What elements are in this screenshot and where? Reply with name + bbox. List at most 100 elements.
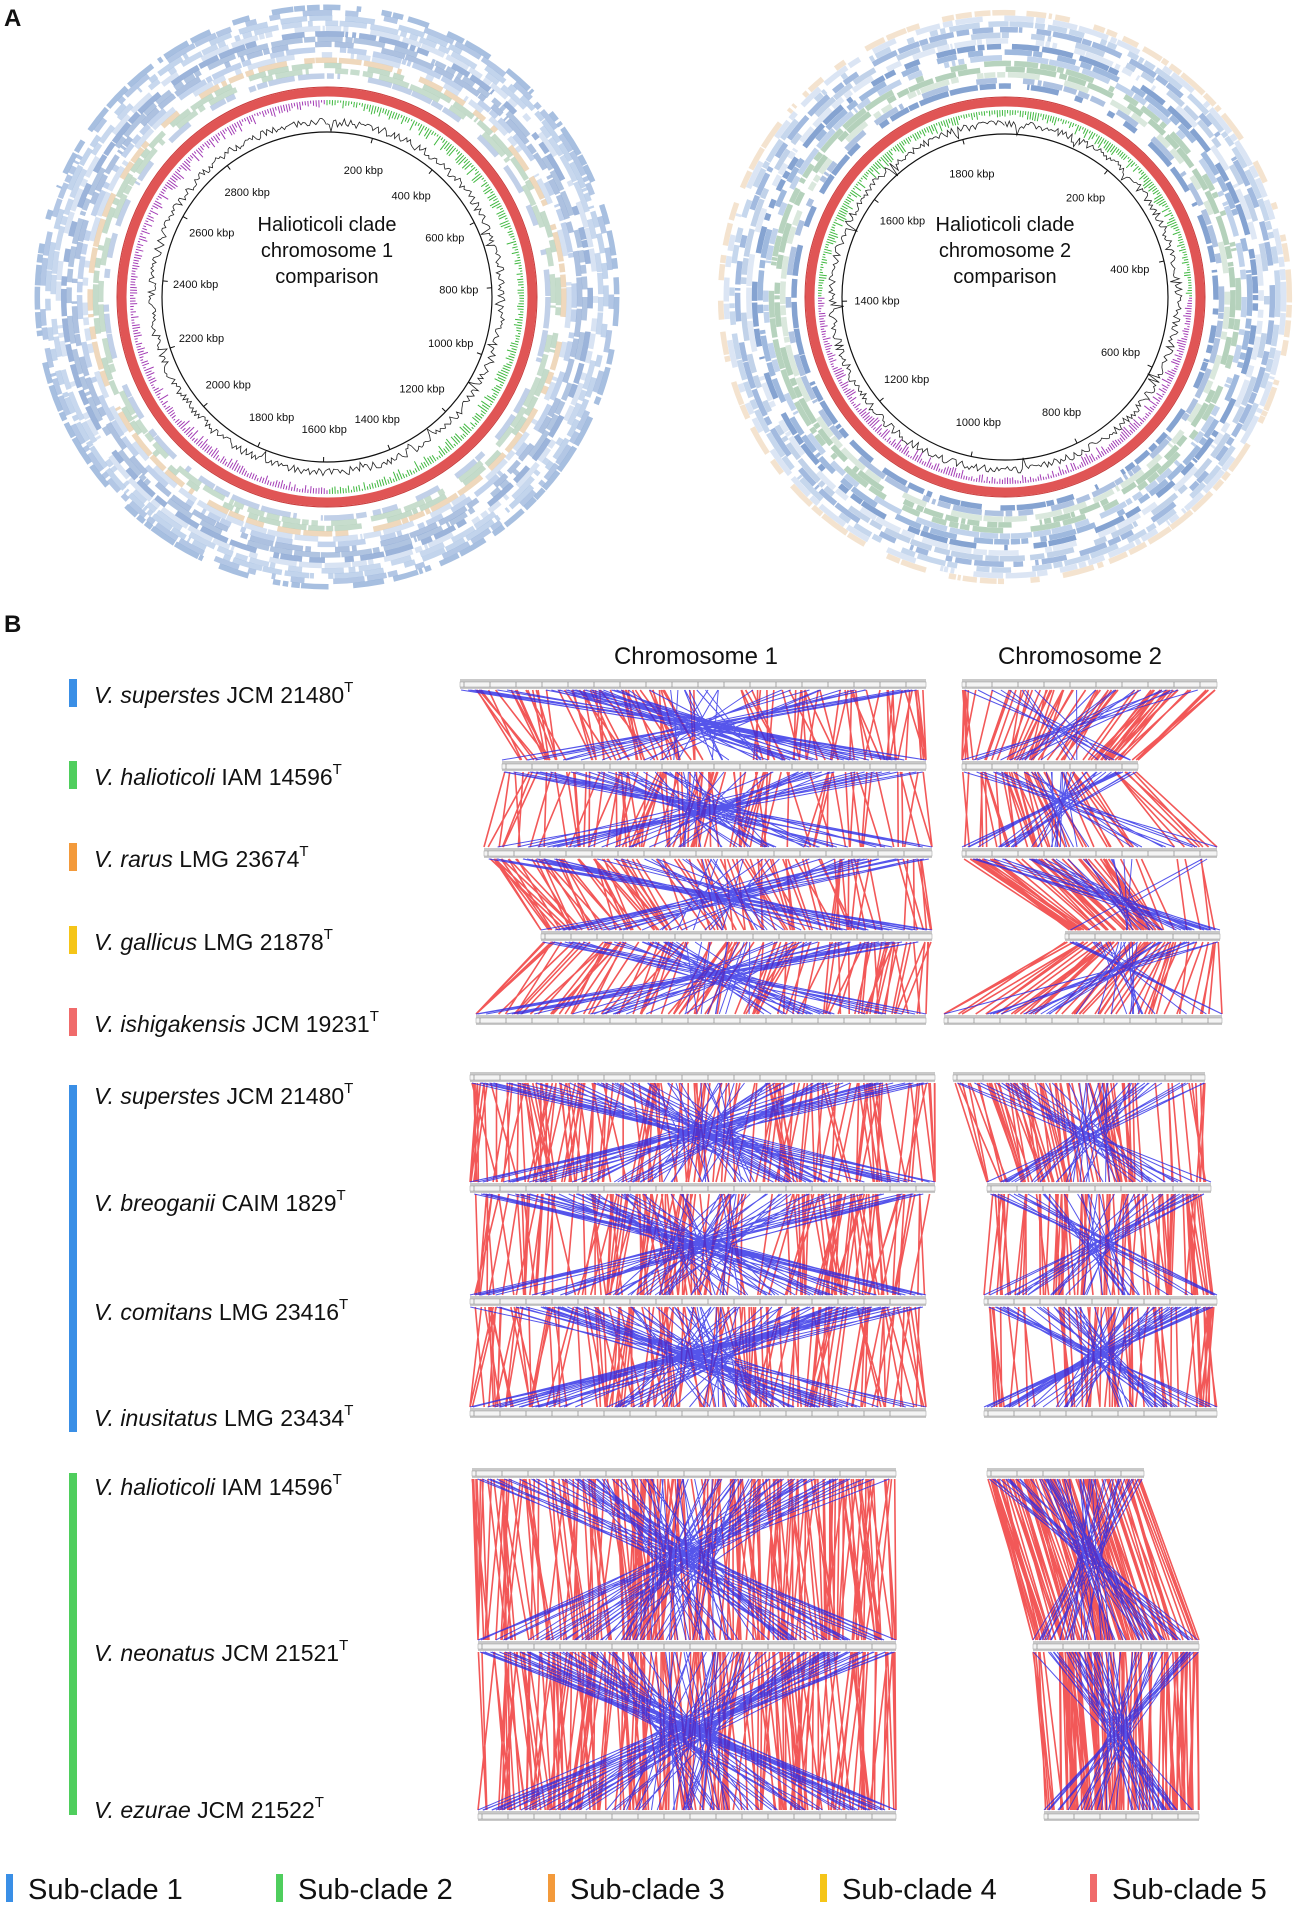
- tick-mark: [879, 397, 884, 402]
- kbp-label: 1400 kbp: [355, 414, 400, 426]
- type-strain-mark: T: [344, 1080, 353, 1097]
- ring-track: [45, 15, 609, 579]
- ring-track: [66, 36, 588, 558]
- kbp-label: 1000 kbp: [956, 417, 1001, 429]
- inverted-links: [957, 1082, 1212, 1183]
- kbp-label: 200 kbp: [1066, 193, 1105, 205]
- kbp-label: 2400 kbp: [173, 279, 218, 291]
- synteny-plot: [986, 1468, 1200, 1821]
- backbone-ring-edge: [804, 96, 1206, 498]
- inverted-links: [475, 941, 927, 1015]
- ring-track: [791, 83, 1219, 511]
- tick-mark: [257, 442, 261, 447]
- kbp-label: 200 kbp: [344, 165, 383, 177]
- genome-ruler: [1064, 933, 1221, 940]
- legend-label: Sub-clade 1: [28, 1874, 183, 1905]
- backbone-ring-edge: [116, 86, 538, 508]
- genome-ruler: [961, 681, 1218, 688]
- species-label: V. ezurae JCM 21522T: [94, 1794, 324, 1823]
- species-name: V. breoganii: [94, 1190, 216, 1216]
- species-label: V. halioticoli IAM 14596T: [94, 1471, 342, 1500]
- genome-ruler: [475, 1017, 927, 1024]
- strain-name: JCM 21480: [227, 682, 345, 708]
- ring-track: [768, 60, 1242, 534]
- inverted-links: [469, 1306, 927, 1408]
- ring-track: [746, 38, 1264, 556]
- inverted-links: [972, 858, 1221, 931]
- inverted-links: [983, 1193, 1218, 1296]
- synteny-plot: [952, 1072, 1218, 1418]
- kbp-label: 1200 kbp: [884, 374, 929, 386]
- type-strain-mark: T: [333, 1471, 342, 1488]
- kbp-label: 1600 kbp: [302, 424, 347, 436]
- genome-ruler: [983, 1410, 1218, 1417]
- kbp-label: 1800 kbp: [249, 412, 294, 424]
- inverted-links: [961, 689, 1198, 761]
- group-bar: [69, 1085, 77, 1432]
- tick-mark: [370, 138, 373, 144]
- tick-mark: [387, 444, 391, 450]
- kbp-label: 800 kbp: [439, 285, 478, 297]
- genome-ruler: [469, 1410, 927, 1417]
- ring-track: [76, 46, 578, 548]
- tick-mark: [970, 451, 973, 457]
- ring-track: [751, 43, 1259, 551]
- species-name: V. comitans: [94, 1299, 213, 1325]
- tick-mark: [182, 216, 188, 220]
- circular-map: 200 kbp 400 kbp 600 kbp 800 kbp 1000 kbp 1200…: [717, 9, 1293, 585]
- tick-mark: [874, 199, 879, 203]
- genome-ruler: [943, 1017, 1223, 1024]
- inverted-links: [1033, 1651, 1199, 1811]
- species-name: V. inusitatus: [94, 1405, 218, 1431]
- species-label: V. comitans LMG 23416T: [94, 1296, 348, 1325]
- kbp-label: 2000 kbp: [206, 380, 251, 392]
- kbp-label: 1800 kbp: [949, 168, 994, 180]
- kbp-label: 2600 kbp: [189, 228, 234, 240]
- species-name: V. superstes: [94, 682, 221, 708]
- tick-mark: [1158, 260, 1165, 263]
- inner-axis: [841, 133, 1169, 461]
- ring-track: [729, 21, 1281, 573]
- species-label: V. inusitatus LMG 23434T: [94, 1402, 353, 1431]
- ring-track: [723, 15, 1287, 579]
- legend-label: Sub-clade 5: [1112, 1874, 1267, 1905]
- species-name: V. neonatus: [94, 1640, 216, 1666]
- species-name: V. rarus: [94, 846, 173, 872]
- strain-name: JCM 21480: [227, 1083, 345, 1109]
- ring-track: [774, 66, 1236, 528]
- inverted-links: [943, 941, 1223, 1015]
- tick-mark: [962, 139, 965, 145]
- circle-title: Halioticoli clade: [936, 214, 1075, 236]
- inner-axis: [161, 131, 493, 463]
- strain-name: LMG 23416: [219, 1299, 339, 1325]
- inverted-links: [461, 689, 927, 761]
- inverted-links: [469, 1193, 927, 1296]
- strain-name: IAM 14596: [221, 764, 332, 790]
- genome-ruler: [483, 850, 933, 857]
- collinear-links: [987, 1478, 1200, 1641]
- species-name: V. ishigakensis: [94, 1011, 246, 1037]
- genome-ruler: [477, 1643, 897, 1650]
- type-strain-mark: T: [315, 1794, 324, 1811]
- ring-track: [779, 71, 1231, 523]
- legend-swatch: [6, 1874, 13, 1902]
- tick-mark: [469, 222, 475, 226]
- species-label: V. ishigakensis JCM 19231T: [94, 1008, 379, 1037]
- genome-ruler: [986, 1470, 1145, 1477]
- kbp-label: 1600 kbp: [880, 215, 925, 227]
- species-label: V. halioticoli IAM 14596T: [94, 761, 342, 790]
- tick-mark: [1074, 438, 1078, 444]
- ring-track: [71, 41, 583, 553]
- strain-name: JCM 19231: [252, 1011, 370, 1037]
- strain-name: JCM 21522: [197, 1797, 315, 1823]
- inverted-links: [988, 1478, 1199, 1641]
- column-header: Chromosome 2: [998, 643, 1162, 670]
- kbp-label: 400 kbp: [392, 190, 431, 202]
- type-strain-mark: T: [324, 926, 333, 943]
- circular-map: 200 kbp 400 kbp 600 kbp 800 kbp 1000 kbp 1200…: [34, 4, 620, 590]
- synteny-plot: [943, 679, 1223, 1025]
- genome-ruler: [459, 681, 927, 688]
- legend-swatch: [1090, 1874, 1097, 1902]
- type-strain-mark: T: [333, 761, 342, 778]
